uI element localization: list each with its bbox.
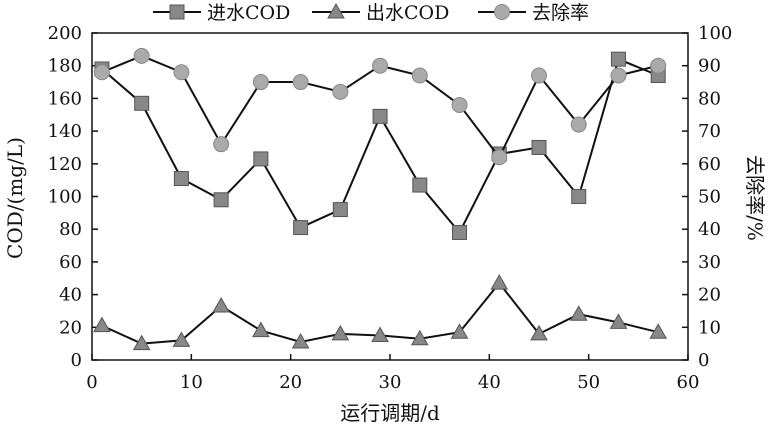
data-point: [609, 313, 628, 329]
legend: 进水COD 出水COD 去除率: [153, 2, 589, 24]
y-tick-label: 100: [48, 187, 82, 208]
data-point: [291, 333, 310, 349]
data-point: [332, 83, 349, 100]
y2-tick-label: 50: [698, 187, 721, 208]
legend-label: 出水COD: [366, 2, 449, 24]
y-tick-label: 160: [48, 88, 82, 109]
data-point: [451, 96, 468, 113]
plot-frame: [91, 32, 689, 361]
y2-axis-title: 去除率/%: [743, 155, 767, 241]
data-point: [650, 57, 667, 74]
y2-tick-label: 20: [698, 285, 721, 306]
x-axis: 0 10 20 30 40 50 60: [86, 354, 699, 393]
data-point: [252, 74, 269, 91]
data-point: [371, 326, 389, 342]
data-point: [450, 323, 469, 339]
y2-tick-label: 30: [698, 252, 721, 273]
data-point: [132, 334, 151, 351]
x-tick-label: 60: [677, 372, 700, 393]
data-point: [252, 321, 270, 338]
data-point: [372, 108, 388, 124]
y-tick-label: 60: [59, 252, 82, 273]
series-layer: [93, 47, 668, 351]
y2-tick-label: 10: [698, 317, 721, 338]
x-axis-title: 运行调期/d: [340, 401, 440, 425]
y-tick-label: 140: [48, 121, 82, 142]
data-point: [253, 151, 269, 167]
y2-tick-label: 70: [698, 121, 721, 142]
y-tick-label: 80: [59, 219, 82, 240]
x-tick-label: 20: [279, 372, 302, 393]
legend-marker: [327, 2, 345, 19]
x-tick-label: 10: [180, 372, 203, 393]
data-point: [411, 67, 428, 84]
y-tick-label: 20: [59, 317, 82, 338]
series-2: [93, 274, 668, 351]
y-tick-label: 180: [48, 56, 82, 77]
data-point: [372, 57, 389, 74]
legend-marker: [169, 4, 185, 20]
data-point: [531, 67, 547, 84]
data-point: [93, 64, 110, 81]
y2-tick-label: 60: [698, 154, 721, 175]
series-3: [93, 47, 667, 166]
data-point: [569, 305, 588, 321]
data-point: [531, 139, 547, 155]
data-point: [331, 324, 350, 341]
data-point: [173, 171, 189, 187]
data-point: [610, 67, 627, 84]
data-point: [452, 224, 468, 240]
y-axis-left: 0 20 40 60 80 100 120 140 160 180 200: [48, 23, 98, 371]
x-tick-label: 50: [577, 372, 600, 393]
x-tick-label: 30: [379, 372, 402, 393]
plot-area: [91, 32, 689, 361]
y2-tick-label: 90: [698, 56, 721, 77]
data-point: [93, 316, 111, 333]
data-point: [570, 116, 587, 133]
y-tick-label: 120: [48, 154, 82, 175]
data-point: [213, 192, 229, 208]
y-tick-label: 200: [48, 23, 82, 44]
data-point: [491, 149, 508, 166]
data-point: [133, 47, 150, 64]
x-tick-label: 40: [478, 372, 501, 393]
data-point: [649, 323, 668, 339]
y-axis-title: COD/(mg/L): [3, 137, 27, 259]
data-point: [410, 329, 429, 346]
series-1: [94, 51, 666, 240]
data-point: [173, 64, 190, 81]
y2-tick-label: 80: [698, 88, 721, 109]
data-point: [412, 177, 428, 193]
legend-label: 去除率: [532, 2, 589, 24]
data-point: [293, 220, 309, 236]
series-line: [101, 57, 659, 235]
y2-tick-label: 40: [698, 219, 721, 240]
y2-tick-label: 0: [698, 350, 709, 371]
data-point: [212, 297, 230, 313]
y-axis-right: 0 10 20 30 40 50 60 70 80 90 100: [682, 23, 732, 371]
data-point: [530, 324, 548, 341]
y2-tick-label: 100: [698, 23, 732, 44]
y-tick-label: 0: [71, 350, 82, 371]
data-point: [292, 74, 309, 91]
legend-label: 进水COD: [207, 2, 290, 24]
data-point: [490, 274, 509, 290]
y-tick-label: 40: [59, 285, 82, 306]
data-point: [610, 51, 626, 67]
data-point: [213, 136, 230, 153]
data-point: [134, 95, 150, 111]
x-tick-label: 0: [86, 372, 97, 393]
data-point: [172, 331, 191, 347]
data-point: [332, 202, 348, 218]
data-point: [571, 189, 587, 204]
legend-marker: [494, 4, 510, 20]
